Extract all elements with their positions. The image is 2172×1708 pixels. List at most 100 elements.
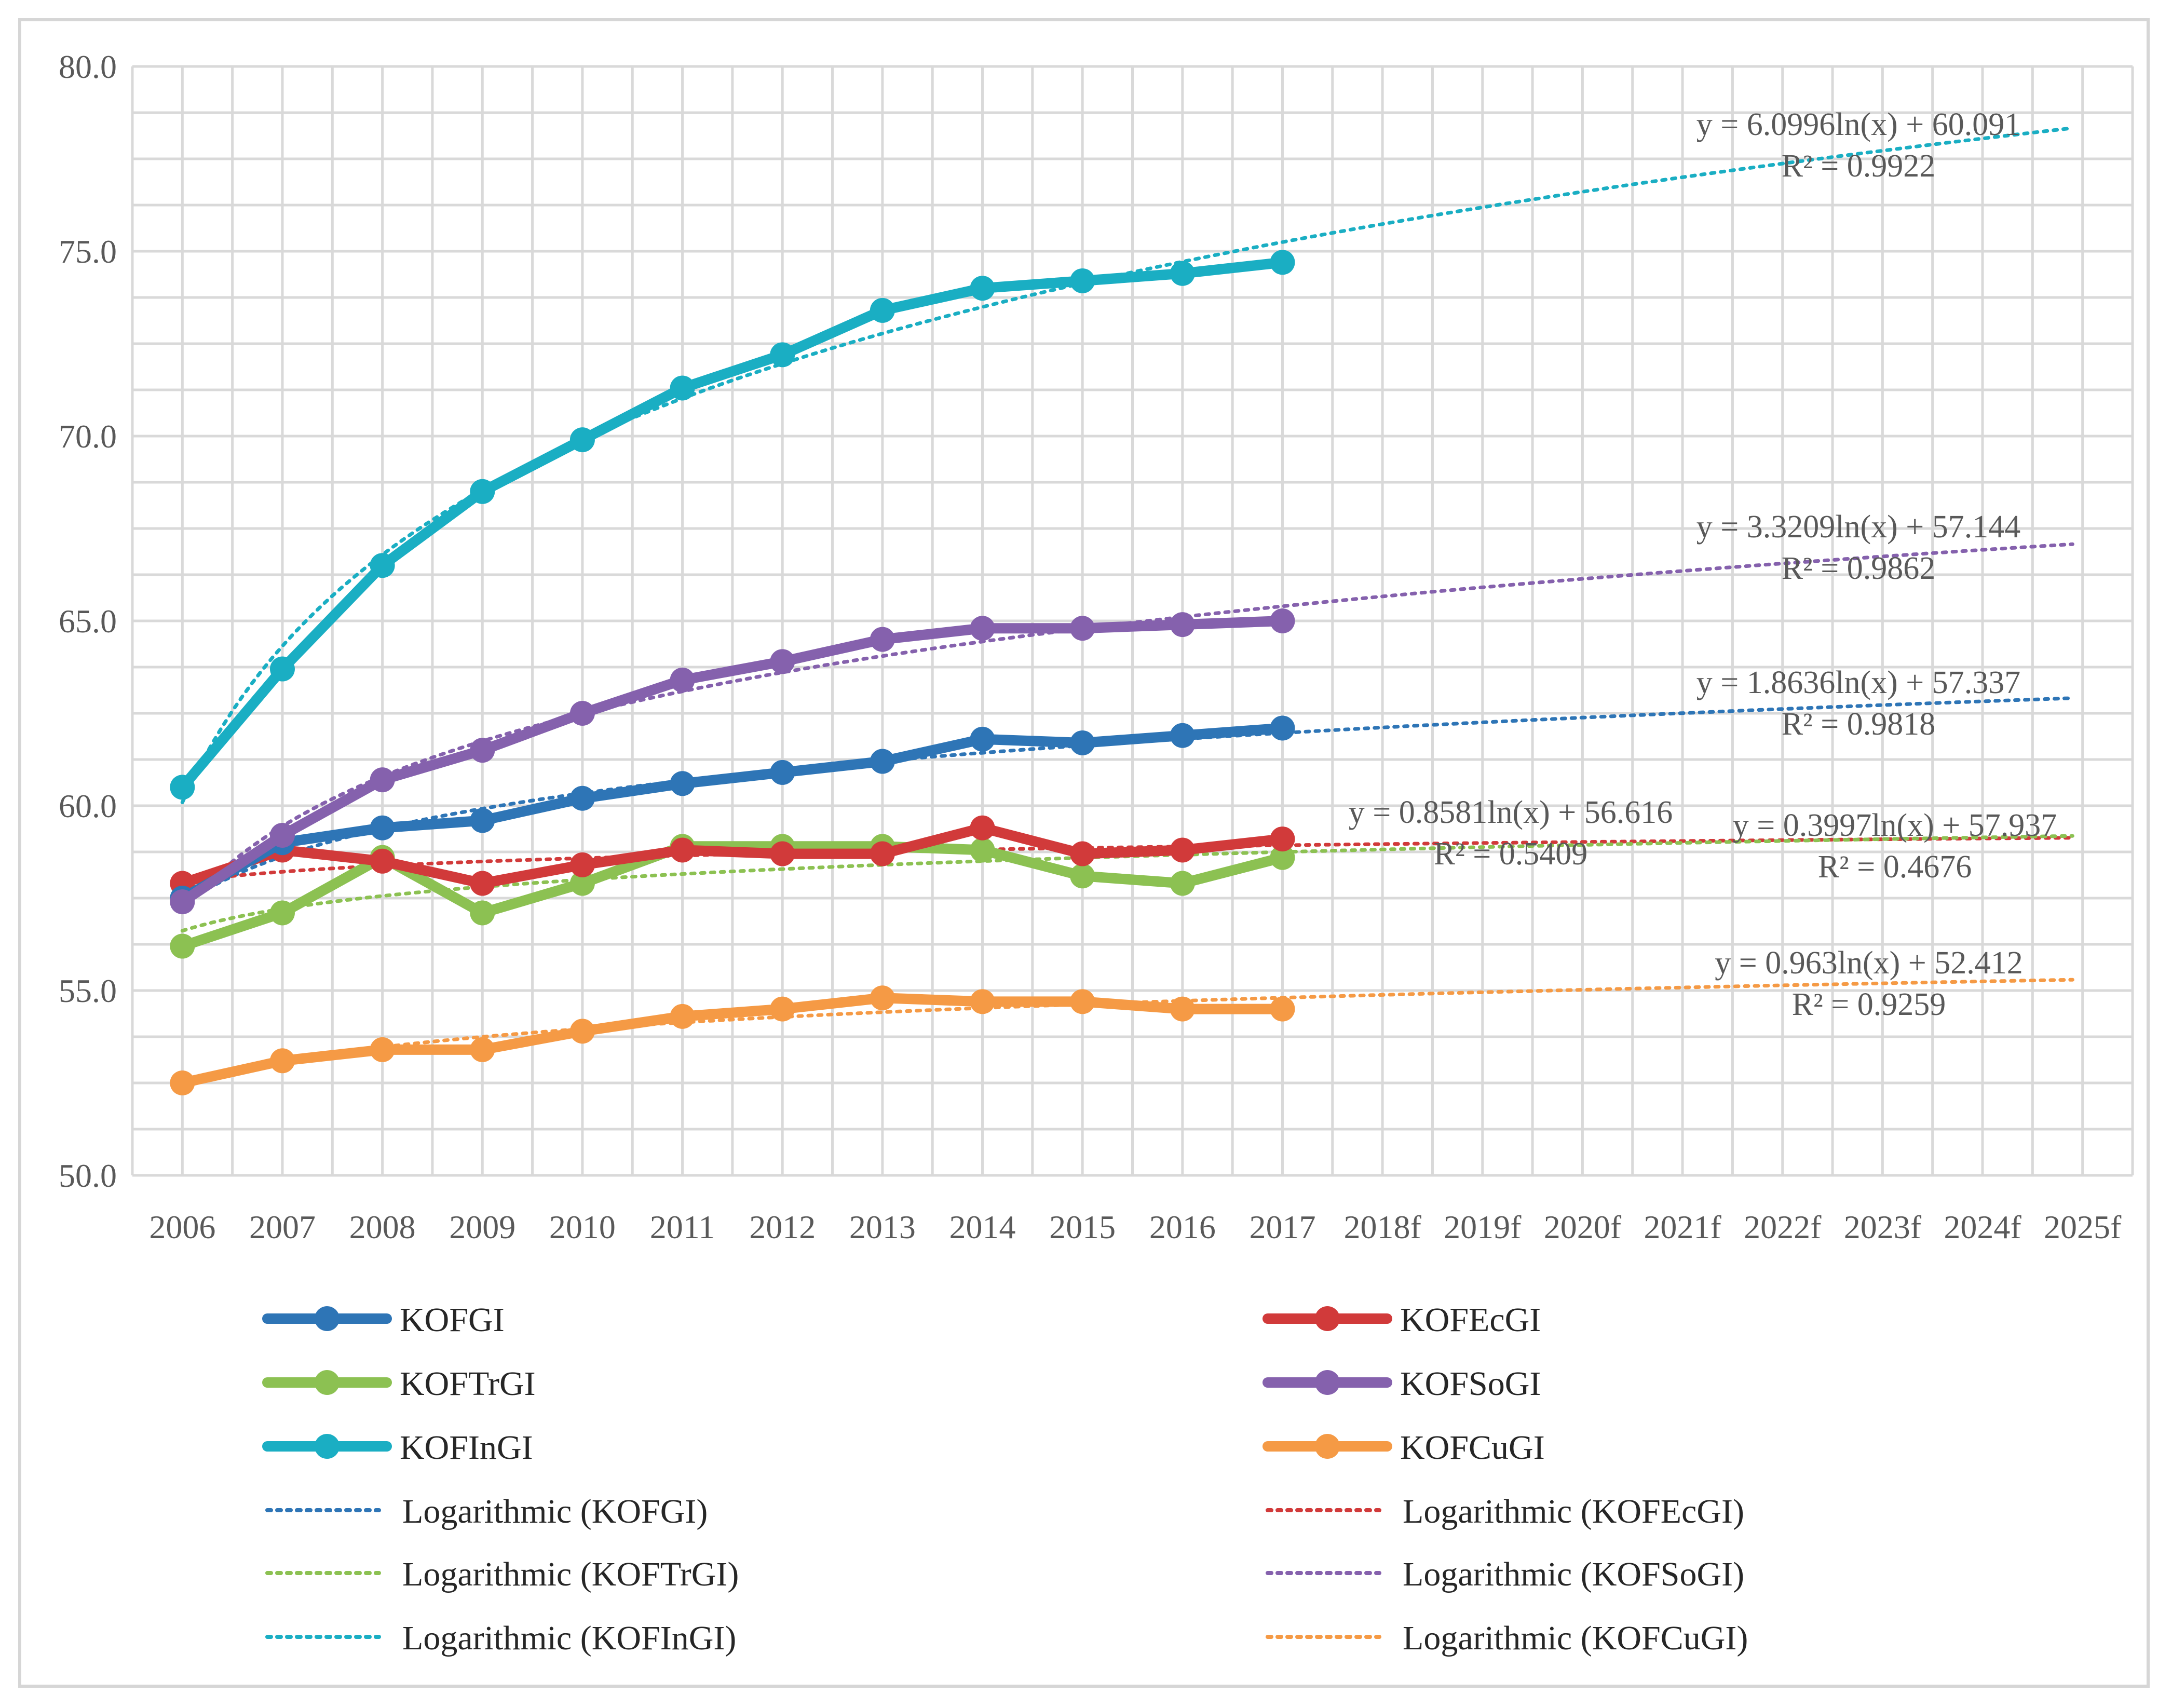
legend-item-trend-koftrgi: Logarithmic (KOFTrGI) xyxy=(265,1555,739,1593)
data-point xyxy=(569,427,595,453)
legend-swatch-marker xyxy=(1315,1370,1340,1395)
x-tick-label: 2021f xyxy=(1644,1209,1721,1245)
trend-equation: y = 0.3997ln(x) + 57.937 xyxy=(1733,808,2057,843)
data-point xyxy=(770,996,795,1022)
data-point xyxy=(870,627,895,652)
series-line xyxy=(177,993,1288,1088)
data-point xyxy=(170,775,195,800)
data-point xyxy=(470,738,495,763)
trendlines xyxy=(180,126,2074,1088)
data-point xyxy=(970,815,995,841)
legend-label: Logarithmic (KOFEcGI) xyxy=(1403,1493,1744,1530)
data-point xyxy=(1270,608,1295,633)
data-point xyxy=(1270,250,1295,275)
legend-label: Logarithmic (KOFSoGI) xyxy=(1403,1555,1744,1593)
legend-item-trend-kofingi: Logarithmic (KOFInGI) xyxy=(265,1619,736,1657)
x-tick-label: 2022f xyxy=(1744,1209,1822,1245)
legend-item-trend-kofecgi: Logarithmic (KOFEcGI) xyxy=(1266,1493,1744,1530)
data-point xyxy=(470,479,495,504)
series-lines xyxy=(170,250,1295,1095)
legend-label: KOFSoGI xyxy=(1400,1365,1541,1403)
data-point xyxy=(670,771,695,796)
data-point xyxy=(1070,841,1095,866)
x-tick-label: 2007 xyxy=(249,1209,316,1245)
legend-item-trend-kofsogi: Logarithmic (KOFSoGI) xyxy=(1266,1555,1744,1593)
trend-equation: y = 0.963ln(x) + 52.412 xyxy=(1715,945,2022,981)
legend-swatch-marker xyxy=(1315,1306,1340,1331)
data-point xyxy=(870,841,895,866)
legend-item-kofingi: KOFInGI xyxy=(262,1429,533,1467)
x-tick-label: 2024f xyxy=(1944,1209,2021,1245)
trend-r-squared: R² = 0.9818 xyxy=(1782,707,1935,742)
data-point xyxy=(1070,989,1095,1014)
data-point xyxy=(1170,261,1195,286)
data-point xyxy=(269,822,295,848)
data-point xyxy=(370,848,395,874)
data-point xyxy=(1170,871,1195,896)
data-point xyxy=(370,815,395,841)
data-point xyxy=(670,1004,695,1029)
data-point xyxy=(470,808,495,833)
data-point xyxy=(470,1037,495,1062)
y-tick-label: 60.0 xyxy=(59,788,117,824)
legend-label: Logarithmic (KOFGI) xyxy=(402,1493,708,1530)
data-point xyxy=(970,726,995,752)
series-kofingi xyxy=(170,250,1295,800)
legend-label: KOFTrGI xyxy=(400,1365,536,1403)
data-point xyxy=(770,841,795,866)
data-point xyxy=(670,837,695,863)
trend-r-squared: R² = 0.5409 xyxy=(1434,836,1587,872)
series-line xyxy=(177,616,1288,907)
legend-item-trend-kofgi: Logarithmic (KOFGI) xyxy=(265,1493,708,1530)
data-point xyxy=(170,889,195,915)
series-line xyxy=(177,822,1288,889)
legend-item-kofsogi: KOFSoGI xyxy=(1263,1365,1541,1403)
data-point xyxy=(470,900,495,926)
x-tick-label: 2013 xyxy=(849,1209,916,1245)
trend-r-squared: R² = 0.4676 xyxy=(1818,849,1972,885)
y-tick-label: 75.0 xyxy=(59,233,117,270)
data-point xyxy=(569,871,595,896)
data-point xyxy=(970,276,995,301)
y-axis-ticks: 50.0 55.0 60.0 65.0 70.0 75.0 80.0 xyxy=(59,48,117,1194)
data-point xyxy=(670,375,695,401)
series-kofcugi xyxy=(170,985,1295,1095)
data-point xyxy=(670,667,695,693)
x-tick-label: 2012 xyxy=(749,1209,816,1245)
data-point xyxy=(1070,863,1095,889)
data-point xyxy=(970,837,995,863)
legend: KOFGI KOFEcGI KOFTrGI KOFSoGI KOFInGI KOFCuGI… xyxy=(262,1301,1748,1657)
data-point xyxy=(269,656,295,682)
trend-equation: y = 0.8581ln(x) + 56.616 xyxy=(1349,795,1673,830)
data-point xyxy=(170,1070,195,1095)
data-point xyxy=(1170,837,1195,863)
x-tick-label: 2018f xyxy=(1343,1209,1421,1245)
data-point xyxy=(269,1048,295,1074)
x-axis-ticks: 2006 2007 2008 2009 2010 2011 2012 2013 2014 2015… xyxy=(149,1209,2122,1245)
x-tick-label: 2006 xyxy=(149,1209,215,1245)
y-tick-label: 50.0 xyxy=(59,1157,117,1194)
x-tick-label: 2020f xyxy=(1544,1209,1622,1245)
legend-label: KOFCuGI xyxy=(1400,1429,1545,1467)
legend-swatch-marker xyxy=(1315,1434,1340,1459)
series-line xyxy=(177,841,1288,952)
legend-label: Logarithmic (KOFInGI) xyxy=(402,1619,736,1657)
trend-equations: y = 6.0996ln(x) + 60.091 R² = 0.9922 y = 3… xyxy=(1349,107,2057,1022)
legend-label: KOFInGI xyxy=(400,1429,533,1467)
x-tick-label: 2016 xyxy=(1149,1209,1216,1245)
y-tick-label: 55.0 xyxy=(59,972,117,1009)
y-tick-label: 70.0 xyxy=(59,418,117,455)
grid xyxy=(131,65,2134,1177)
trend-r-squared: R² = 0.9922 xyxy=(1782,148,1935,184)
x-tick-label: 2025f xyxy=(2044,1209,2122,1245)
data-point xyxy=(1170,996,1195,1022)
legend-label: Logarithmic (KOFCuGI) xyxy=(1403,1619,1748,1657)
x-tick-label: 2010 xyxy=(549,1209,616,1245)
x-tick-label: 2015 xyxy=(1049,1209,1116,1245)
legend-item-koftrgi: KOFTrGI xyxy=(262,1365,536,1403)
data-point xyxy=(770,342,795,368)
x-tick-label: 2009 xyxy=(449,1209,515,1245)
x-tick-label: 2019f xyxy=(1444,1209,1522,1245)
x-tick-label: 2017 xyxy=(1249,1209,1315,1245)
